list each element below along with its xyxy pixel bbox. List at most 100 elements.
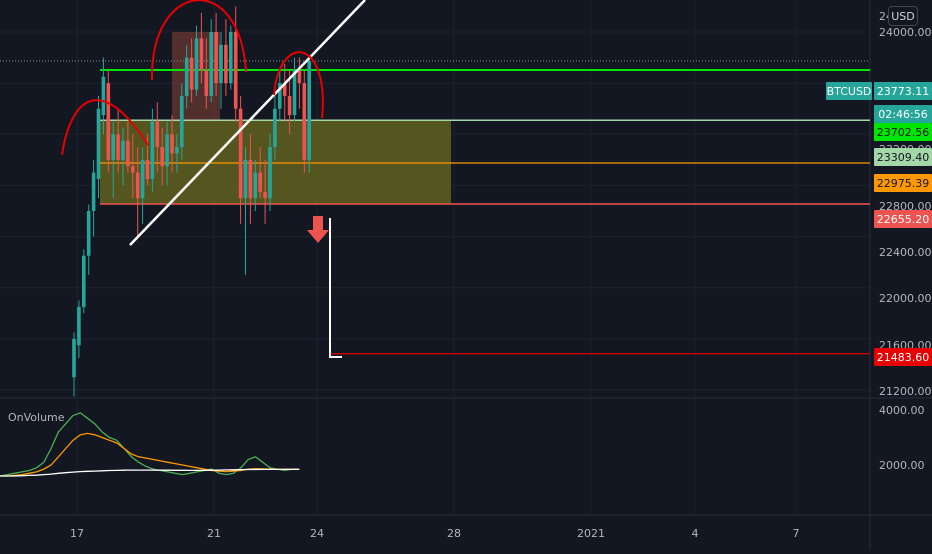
candle[interactable] <box>268 134 272 211</box>
candle-body <box>224 44 228 84</box>
candle-body <box>263 191 267 199</box>
candle[interactable] <box>229 25 233 90</box>
trend-line[interactable] <box>129 0 366 246</box>
price-label-text: 23702.56 <box>877 126 930 139</box>
candle[interactable] <box>160 127 164 186</box>
candle-body <box>155 121 160 148</box>
price-label-2370256[interactable]: 23702.56 <box>874 123 932 141</box>
time-tick-label: 28 <box>447 527 461 540</box>
candle-body <box>199 38 204 71</box>
candle[interactable] <box>209 19 213 103</box>
candle[interactable] <box>278 70 282 122</box>
candle-body <box>160 147 164 167</box>
candle-body <box>189 57 194 90</box>
price-tick-label: 22400.00 <box>879 246 932 259</box>
candle[interactable] <box>72 332 76 397</box>
target-projection-line[interactable] <box>329 218 342 358</box>
head-arc[interactable] <box>150 0 247 81</box>
candle[interactable] <box>224 19 228 96</box>
candle[interactable] <box>91 159 96 237</box>
candle[interactable] <box>106 70 111 173</box>
candle-body <box>307 61 311 160</box>
price-label-bg <box>874 210 932 228</box>
candle[interactable] <box>135 147 140 237</box>
candle[interactable] <box>175 134 179 173</box>
candle[interactable] <box>165 121 169 186</box>
time-tick-label: 21 <box>207 527 221 540</box>
price-label-BTCUSD[interactable]: BTCUSD <box>826 82 872 100</box>
price-tick-label: 22000.00 <box>879 292 932 305</box>
candle-body <box>131 166 135 173</box>
candle-body <box>238 108 243 199</box>
candle[interactable] <box>96 95 101 199</box>
candle[interactable] <box>77 300 81 359</box>
time-tick-label: 7 <box>793 527 800 540</box>
candle[interactable] <box>116 108 120 173</box>
candle[interactable] <box>180 83 184 160</box>
candle-body <box>219 44 223 84</box>
candle-body <box>253 172 258 199</box>
candle[interactable] <box>297 57 302 109</box>
candle[interactable] <box>170 115 174 173</box>
candle[interactable] <box>307 57 311 173</box>
candle-body <box>175 147 179 154</box>
candle[interactable] <box>302 70 307 173</box>
candle[interactable] <box>258 147 262 199</box>
candle[interactable] <box>282 63 287 122</box>
candle-body <box>170 134 174 154</box>
candle[interactable] <box>238 95 243 224</box>
price-label-bg <box>826 82 872 100</box>
candle-body <box>204 70 209 96</box>
down-arrow-icon[interactable] <box>307 216 329 243</box>
candle[interactable] <box>292 57 297 122</box>
candle[interactable] <box>273 95 277 160</box>
price-label-2148360[interactable]: 21483.60 <box>874 348 932 366</box>
left-shoulder-arc[interactable] <box>61 99 149 156</box>
candle-body <box>194 38 199 90</box>
candle[interactable] <box>219 32 223 109</box>
candle[interactable] <box>131 134 135 199</box>
candle[interactable] <box>150 108 155 192</box>
candle[interactable] <box>214 12 218 96</box>
candle-body <box>96 108 101 180</box>
candle-body <box>140 159 145 199</box>
candle-body <box>184 57 189 96</box>
candle[interactable] <box>189 38 194 103</box>
candle[interactable] <box>101 57 106 135</box>
candle[interactable] <box>263 159 267 224</box>
candle[interactable] <box>199 12 204 84</box>
price-label-2377311[interactable]: 23773.11 <box>874 82 932 100</box>
candle-body <box>302 83 307 160</box>
price-label-2265520[interactable]: 22655.20 <box>874 210 932 228</box>
candle-body <box>229 32 233 84</box>
candle[interactable] <box>140 147 145 224</box>
price-label-bg <box>874 148 932 166</box>
candle[interactable] <box>253 159 258 211</box>
candle-body <box>273 108 277 148</box>
candle[interactable] <box>86 204 91 275</box>
right-shoulder-arc[interactable] <box>273 51 324 119</box>
candle[interactable] <box>111 121 115 199</box>
candle-body <box>209 32 213 96</box>
price-label-bg <box>874 348 932 366</box>
candle-body <box>82 255 86 307</box>
candle[interactable] <box>204 38 209 109</box>
candle[interactable] <box>184 44 189 109</box>
candle[interactable] <box>194 25 199 96</box>
candle[interactable] <box>248 134 253 224</box>
candle[interactable] <box>155 102 160 173</box>
candle-body <box>258 172 262 192</box>
candle[interactable] <box>243 147 248 275</box>
price-label-024656[interactable]: 02:46:56 <box>874 105 932 123</box>
candle[interactable] <box>121 127 125 186</box>
price-label-2330940[interactable]: 23309.40 <box>874 148 932 166</box>
candle[interactable] <box>126 121 130 173</box>
price-label-2297539[interactable]: 22975.39 <box>874 174 932 192</box>
currency-button[interactable]: USD <box>888 6 918 26</box>
candle[interactable] <box>82 249 86 314</box>
candle-body <box>126 140 130 167</box>
candle-body <box>233 32 238 109</box>
candle[interactable] <box>287 70 292 135</box>
